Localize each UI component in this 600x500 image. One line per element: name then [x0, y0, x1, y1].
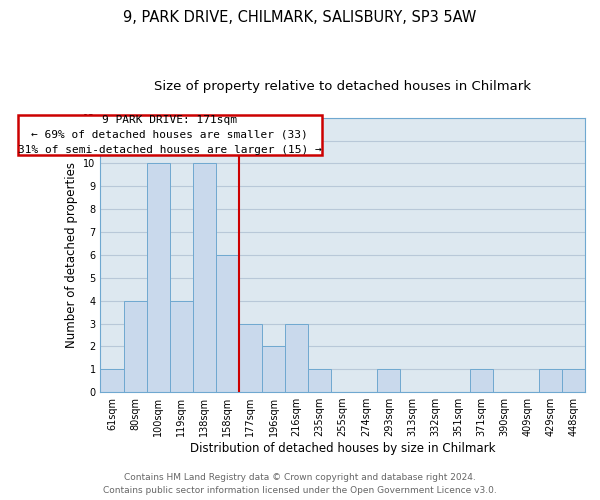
Bar	[262, 346, 285, 392]
Bar	[170, 300, 193, 392]
Bar	[562, 369, 585, 392]
Bar	[146, 164, 170, 392]
Y-axis label: Number of detached properties: Number of detached properties	[65, 162, 77, 348]
Bar	[216, 255, 239, 392]
Text: 9 PARK DRIVE: 171sqm
← 69% of detached houses are smaller (33)
31% of semi-detac: 9 PARK DRIVE: 171sqm ← 69% of detached h…	[18, 115, 322, 154]
Bar	[539, 369, 562, 392]
Bar	[239, 324, 262, 392]
Bar	[470, 369, 493, 392]
Text: 9, PARK DRIVE, CHILMARK, SALISBURY, SP3 5AW: 9, PARK DRIVE, CHILMARK, SALISBURY, SP3 …	[124, 10, 476, 25]
Bar	[193, 164, 216, 392]
Title: Size of property relative to detached houses in Chilmark: Size of property relative to detached ho…	[154, 80, 531, 93]
Bar	[308, 369, 331, 392]
Text: Contains HM Land Registry data © Crown copyright and database right 2024.
Contai: Contains HM Land Registry data © Crown c…	[103, 474, 497, 495]
Bar	[124, 300, 146, 392]
Bar	[100, 369, 124, 392]
Bar	[285, 324, 308, 392]
X-axis label: Distribution of detached houses by size in Chilmark: Distribution of detached houses by size …	[190, 442, 496, 455]
Bar	[377, 369, 400, 392]
